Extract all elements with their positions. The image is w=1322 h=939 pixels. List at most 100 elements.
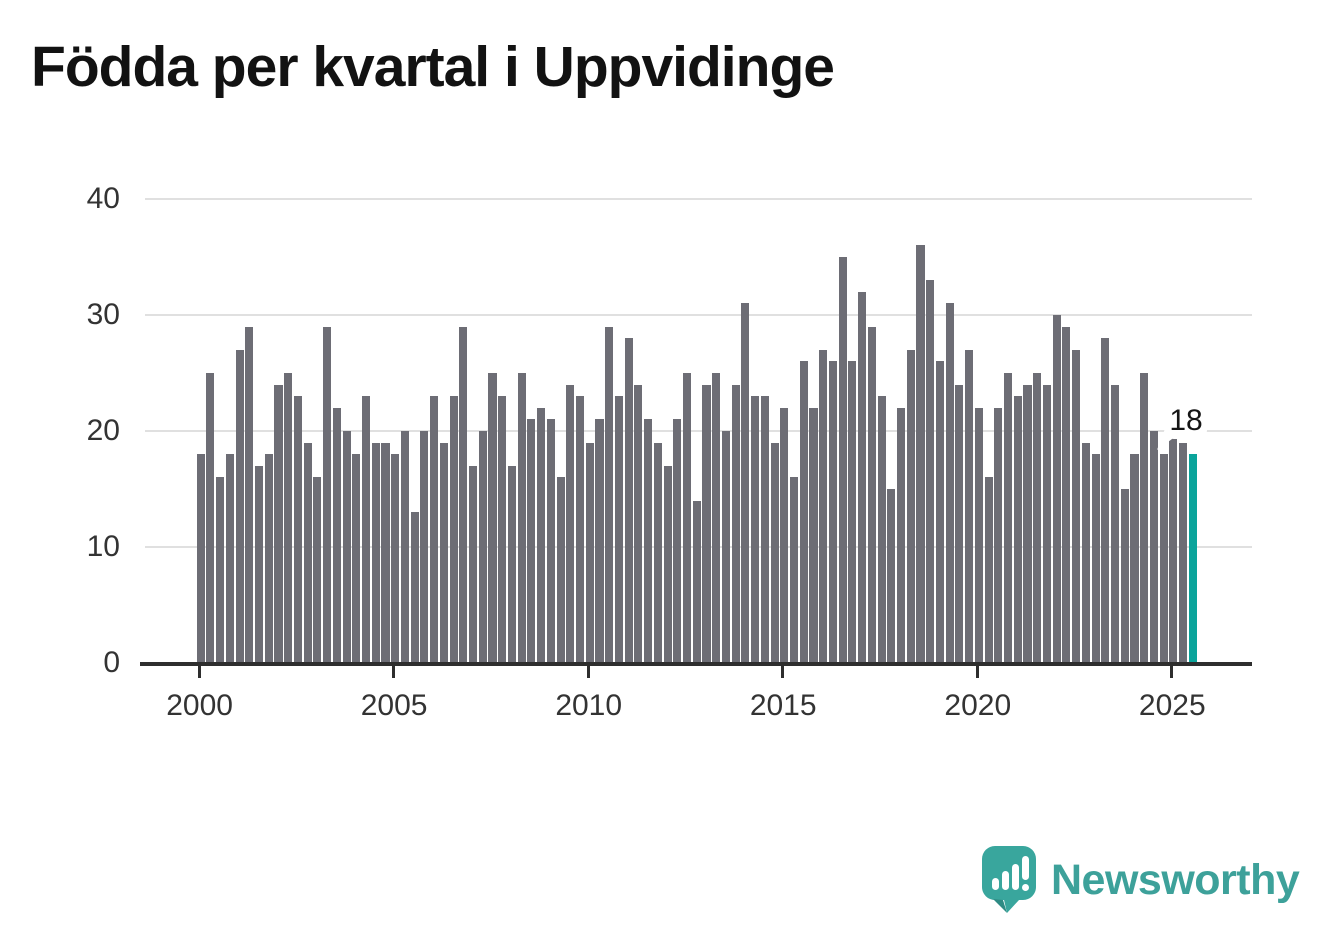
bar-quarter-62[interactable] xyxy=(799,361,808,663)
bar-quarter-85[interactable] xyxy=(1023,384,1032,663)
bar-quarter-88[interactable] xyxy=(1052,315,1061,663)
bar-quarter-76[interactable] xyxy=(935,361,945,663)
bar-quarter-44[interactable] xyxy=(624,338,633,663)
bar-quarter-83[interactable] xyxy=(1003,373,1013,663)
bar-quarter-18[interactable] xyxy=(371,442,380,663)
bar-quarter-60[interactable] xyxy=(780,407,789,663)
bar-quarter-12[interactable] xyxy=(313,477,322,663)
bar-quarter-86[interactable] xyxy=(1033,373,1042,663)
bar-quarter-92[interactable] xyxy=(1091,454,1100,663)
bar-quarter-52[interactable] xyxy=(702,384,711,663)
bar-quarter-75[interactable] xyxy=(926,280,935,663)
bar-quarter-91[interactable] xyxy=(1081,442,1090,663)
bar-quarter-7[interactable] xyxy=(264,454,273,663)
bar-quarter-43[interactable] xyxy=(614,396,624,663)
bar-quarter-65[interactable] xyxy=(828,361,838,663)
bar-quarter-64[interactable] xyxy=(819,349,828,663)
bar-quarter-5[interactable] xyxy=(245,326,254,663)
bar-quarter-73[interactable] xyxy=(906,349,915,663)
bar-quarter-58[interactable] xyxy=(760,396,769,663)
bar-quarter-99[interactable] xyxy=(1159,454,1168,663)
bar-quarter-9[interactable] xyxy=(284,373,293,663)
bar-quarter-94[interactable] xyxy=(1110,384,1120,663)
bar-quarter-11[interactable] xyxy=(303,442,312,663)
bar-quarter-98[interactable] xyxy=(1149,431,1158,663)
bar-quarter-20[interactable] xyxy=(391,454,400,663)
bar-quarter-40[interactable] xyxy=(585,442,594,663)
bar-quarter-54[interactable] xyxy=(721,431,731,663)
bar-quarter-41[interactable] xyxy=(595,419,604,663)
bar-quarter-51[interactable] xyxy=(692,500,701,663)
bar-quarter-19[interactable] xyxy=(381,442,390,663)
bar-quarter-48[interactable] xyxy=(663,465,672,663)
bar-quarter-39[interactable] xyxy=(576,396,585,663)
bar-quarter-17[interactable] xyxy=(362,396,371,663)
bar-quarter-81[interactable] xyxy=(984,477,993,663)
bar-quarter-96[interactable] xyxy=(1130,454,1139,663)
bar-quarter-31[interactable] xyxy=(498,396,507,663)
bar-quarter-70[interactable] xyxy=(877,396,886,663)
bar-quarter-55[interactable] xyxy=(731,384,740,663)
bar-quarter-28[interactable] xyxy=(469,465,478,663)
bar-quarter-47[interactable] xyxy=(653,442,662,663)
bar-quarter-57[interactable] xyxy=(751,396,760,663)
bar-quarter-84[interactable] xyxy=(1013,396,1022,663)
bar-quarter-26[interactable] xyxy=(449,396,458,663)
bar-quarter-80[interactable] xyxy=(974,407,983,663)
bar-quarter-21[interactable] xyxy=(400,431,410,663)
bar-quarter-3[interactable] xyxy=(225,454,234,663)
bar-quarter-8[interactable] xyxy=(274,384,283,663)
bar-quarter-87[interactable] xyxy=(1042,384,1051,663)
bar-quarter-23[interactable] xyxy=(420,431,429,663)
bar-quarter-45[interactable] xyxy=(634,384,643,663)
bar-quarter-15[interactable] xyxy=(342,431,351,663)
bar-quarter-35[interactable] xyxy=(537,407,546,663)
bar-quarter-29[interactable] xyxy=(478,431,487,663)
bar-quarter-46[interactable] xyxy=(644,419,653,663)
bar-quarter-14[interactable] xyxy=(332,407,341,663)
bar-quarter-4[interactable] xyxy=(235,349,244,663)
bar-quarter-6[interactable] xyxy=(255,465,264,663)
bar-quarter-89[interactable] xyxy=(1062,326,1071,663)
bar-quarter-61[interactable] xyxy=(789,477,799,663)
bar-quarter-66[interactable] xyxy=(838,257,847,663)
bar-quarter-71[interactable] xyxy=(887,489,896,663)
bar-quarter-93[interactable] xyxy=(1101,338,1110,663)
bar-quarter-24[interactable] xyxy=(430,396,439,663)
bar-quarter-63[interactable] xyxy=(809,407,818,663)
bar-quarter-72[interactable] xyxy=(896,407,906,663)
bar-quarter-67[interactable] xyxy=(848,361,857,663)
bar-quarter-74[interactable] xyxy=(916,245,925,663)
bar-quarter-30[interactable] xyxy=(488,373,497,663)
bar-quarter-34[interactable] xyxy=(527,419,536,663)
bar-quarter-49[interactable] xyxy=(673,419,682,663)
bar-highlight-latest-quarter[interactable] xyxy=(1188,454,1197,663)
bar-quarter-13[interactable] xyxy=(323,326,332,663)
bar-quarter-77[interactable] xyxy=(945,303,954,663)
bar-quarter-2[interactable] xyxy=(216,477,225,663)
bar-quarter-95[interactable] xyxy=(1120,489,1129,663)
bar-quarter-78[interactable] xyxy=(955,384,964,663)
bar-quarter-79[interactable] xyxy=(965,349,974,663)
bar-quarter-97[interactable] xyxy=(1140,373,1149,663)
bar-quarter-56[interactable] xyxy=(741,303,750,663)
bar-quarter-37[interactable] xyxy=(556,477,565,663)
bar-quarter-27[interactable] xyxy=(459,326,468,663)
bar-quarter-22[interactable] xyxy=(410,512,419,663)
bar-quarter-25[interactable] xyxy=(439,442,448,663)
bar-quarter-1[interactable] xyxy=(206,373,215,663)
bar-quarter-38[interactable] xyxy=(566,384,575,663)
bar-quarter-32[interactable] xyxy=(507,465,517,663)
bar-quarter-59[interactable] xyxy=(770,442,779,663)
bar-quarter-33[interactable] xyxy=(517,373,526,663)
bar-quarter-42[interactable] xyxy=(605,326,614,663)
brand-footer[interactable]: Newsworthy xyxy=(981,845,1301,915)
bar-quarter-90[interactable] xyxy=(1072,349,1081,663)
bar-quarter-82[interactable] xyxy=(994,407,1003,663)
bar-quarter-10[interactable] xyxy=(293,396,303,663)
bar-quarter-0[interactable] xyxy=(196,454,205,663)
bar-quarter-101[interactable] xyxy=(1179,442,1188,663)
bar-quarter-50[interactable] xyxy=(683,373,692,663)
bar-quarter-36[interactable] xyxy=(546,419,555,663)
bar-quarter-69[interactable] xyxy=(867,326,876,663)
